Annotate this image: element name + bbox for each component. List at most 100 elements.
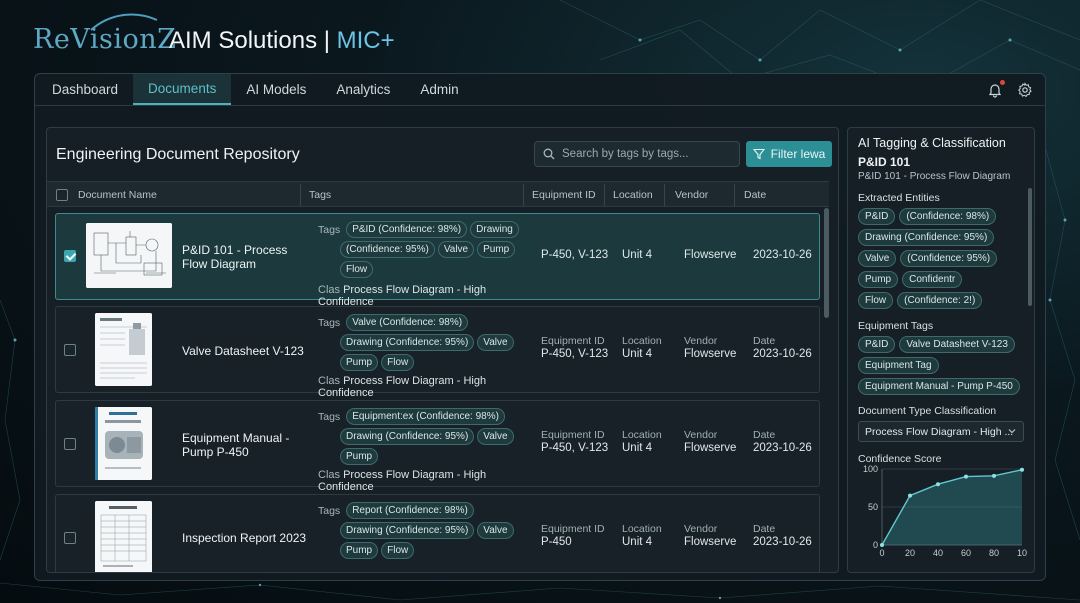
- entity-chip[interactable]: Confidentr: [902, 271, 963, 288]
- app-title: AIM Solutions | MIC+: [169, 27, 395, 54]
- doc-type-select[interactable]: Process Flow Diagram - High ...: [858, 421, 1024, 442]
- tag-chip[interactable]: Report (Confidence: 98%): [346, 502, 474, 519]
- gear-icon[interactable]: [1017, 81, 1033, 98]
- row-checkbox[interactable]: [64, 250, 76, 265]
- equipment-tag-chip[interactable]: Equipment Manual - Pump P-450: [858, 378, 1020, 395]
- tag-chip[interactable]: Drawing (Confidence: 95%): [340, 522, 475, 539]
- tab-analytics[interactable]: Analytics: [336, 82, 391, 97]
- equipment-id: P-450, V-123: [541, 249, 609, 261]
- tag-chip[interactable]: Valve: [437, 241, 475, 258]
- brand-logo: ReVisionZ: [33, 13, 176, 55]
- confidence-score-chart: 0 50 100 0 20 40 60 80 10: [863, 464, 1027, 558]
- equipment-id: Equipment ID P-450, V-123: [541, 335, 609, 360]
- table-row[interactable]: Inspection Report 2023 Tags Report (Conf…: [55, 494, 820, 572]
- panel-scrollbar[interactable]: [1028, 188, 1032, 306]
- document-thumbnail: [95, 313, 152, 386]
- tag-chip[interactable]: Valve: [477, 428, 514, 445]
- datasheet-thumbnail: [95, 313, 152, 386]
- tag-chip[interactable]: Drawing: [470, 221, 519, 238]
- chart-point: [880, 543, 884, 547]
- notification-dot: [1000, 79, 1005, 85]
- entity-chip[interactable]: Pump: [858, 271, 899, 288]
- document-name[interactable]: Equipment Manual - Pump P-450: [182, 431, 290, 459]
- tags-cell: Tags Report (Confidence: 98%) Drawing (C…: [318, 502, 530, 559]
- equipment-tag-chip[interactable]: Equipment Tag: [858, 357, 939, 374]
- equipment-tags: P&ID Valve Datasheet V-123 Equipment Tag…: [858, 336, 1026, 395]
- page-title: Engineering Document Repository: [56, 146, 300, 163]
- date: Date 2023-10-26: [753, 335, 812, 360]
- col-location[interactable]: Location: [613, 189, 653, 201]
- table-scrollbar[interactable]: [824, 208, 829, 318]
- tag-chip[interactable]: Equipment:ex (Confidence: 98%): [346, 408, 505, 425]
- date: Date 2023-10-26: [753, 429, 812, 454]
- tab-admin[interactable]: Admin: [420, 82, 459, 97]
- tab-documents[interactable]: Documents: [133, 74, 232, 105]
- tag-chip[interactable]: (Confidence: 95%): [340, 241, 435, 258]
- tab-ai-models[interactable]: AI Models: [246, 82, 307, 97]
- col-date[interactable]: Date: [744, 189, 767, 201]
- tags-cell: Tags P&ID (Confidence: 98%) Drawing (Con…: [318, 221, 530, 308]
- entity-chip[interactable]: (Confidence: 98%): [899, 208, 997, 225]
- tag-chip[interactable]: Flow: [381, 542, 415, 559]
- entity-chip[interactable]: P&ID: [858, 208, 896, 225]
- chart-series-line: [881, 469, 1023, 546]
- ai-tagging-panel: AI Tagging & Classification P&ID 101 P&I…: [847, 127, 1035, 573]
- tag-chip[interactable]: Valve: [477, 522, 514, 539]
- location: Location Unit 4: [622, 429, 662, 454]
- table-row[interactable]: Valve Datasheet V-123 Tags Valve (Confid…: [55, 306, 820, 399]
- equipment-tag-chip[interactable]: Valve Datasheet V-123: [899, 336, 1015, 353]
- filter-icon: [752, 148, 765, 160]
- app-shell: Dashboard Documents AI Models Analytics …: [34, 73, 1046, 581]
- tags-cell: Tags Valve (Confidence: 98%) Drawing (Co…: [318, 314, 530, 399]
- table-row[interactable]: Equipment Manual - Pump P-450 Tags Equip…: [55, 400, 820, 493]
- search-box: [534, 141, 740, 167]
- row-checkbox[interactable]: [64, 532, 76, 547]
- col-document-name[interactable]: Document Name: [78, 189, 157, 201]
- tag-chip[interactable]: Pump: [340, 354, 379, 371]
- tag-chip[interactable]: Valve: [477, 334, 514, 351]
- filter-button[interactable]: Filter lewa: [746, 141, 832, 167]
- tag-chip[interactable]: Pump: [340, 542, 379, 559]
- entity-chip[interactable]: Valve: [858, 250, 897, 267]
- document-name[interactable]: P&ID 101 - Process Flow Diagram: [182, 243, 288, 271]
- y-tick-label: 0: [873, 540, 878, 550]
- vendor: Vendor Flowserve: [684, 523, 737, 548]
- table-row[interactable]: P&ID 101 - Process Flow Diagram Tags P&I…: [55, 213, 820, 308]
- tag-chip[interactable]: Pump: [340, 448, 379, 465]
- tag-chip[interactable]: Pump: [477, 241, 516, 258]
- tab-dashboard[interactable]: Dashboard: [52, 82, 119, 97]
- entity-chip[interactable]: (Confidence: 2!): [897, 292, 983, 309]
- equipment-tag-chip[interactable]: P&ID: [858, 336, 896, 353]
- document-name[interactable]: Inspection Report 2023: [182, 531, 307, 545]
- tag-chip[interactable]: Flow: [381, 354, 415, 371]
- tag-chip[interactable]: Flow: [340, 261, 374, 278]
- col-tags[interactable]: Tags: [309, 189, 332, 201]
- document-repository-panel: Engineering Document Repository Filter l…: [46, 127, 839, 573]
- tag-chip[interactable]: Drawing (Confidence: 95%): [340, 334, 475, 351]
- panel-title: AI Tagging & Classification: [858, 136, 1006, 150]
- chevron-down-icon: [1008, 429, 1016, 434]
- entity-chip[interactable]: Drawing (Confidence: 95%): [858, 229, 995, 246]
- tag-chip[interactable]: Drawing (Confidence: 95%): [340, 428, 475, 445]
- entity-chip[interactable]: (Confidence: 95%): [900, 250, 998, 267]
- document-name[interactable]: Valve Datasheet V-123: [182, 344, 304, 358]
- col-equipment-id[interactable]: Equipment ID: [532, 189, 596, 201]
- document-thumbnail: [86, 223, 172, 288]
- x-tick-label: 80: [989, 548, 999, 558]
- select-all-checkbox[interactable]: [56, 182, 68, 208]
- extracted-entities-label: Extracted Entities: [858, 192, 940, 204]
- row-checkbox[interactable]: [64, 344, 76, 359]
- notifications-button[interactable]: [987, 79, 1005, 98]
- entity-chip[interactable]: Flow: [858, 292, 894, 309]
- bell-icon: [988, 83, 1002, 98]
- vendor: Flowserve: [684, 249, 737, 261]
- tag-chip[interactable]: P&ID (Confidence: 98%): [346, 221, 468, 238]
- nav-icons: [987, 74, 1045, 105]
- tag-chip[interactable]: Valve (Confidence: 98%): [346, 314, 469, 331]
- document-thumbnail: [95, 407, 152, 480]
- doc-type-value: Process Flow Diagram - High ...: [865, 425, 1014, 438]
- row-checkbox[interactable]: [64, 438, 76, 453]
- search-input[interactable]: [562, 148, 732, 160]
- col-vendor[interactable]: Vendor: [675, 189, 709, 201]
- chart-point: [1020, 467, 1024, 472]
